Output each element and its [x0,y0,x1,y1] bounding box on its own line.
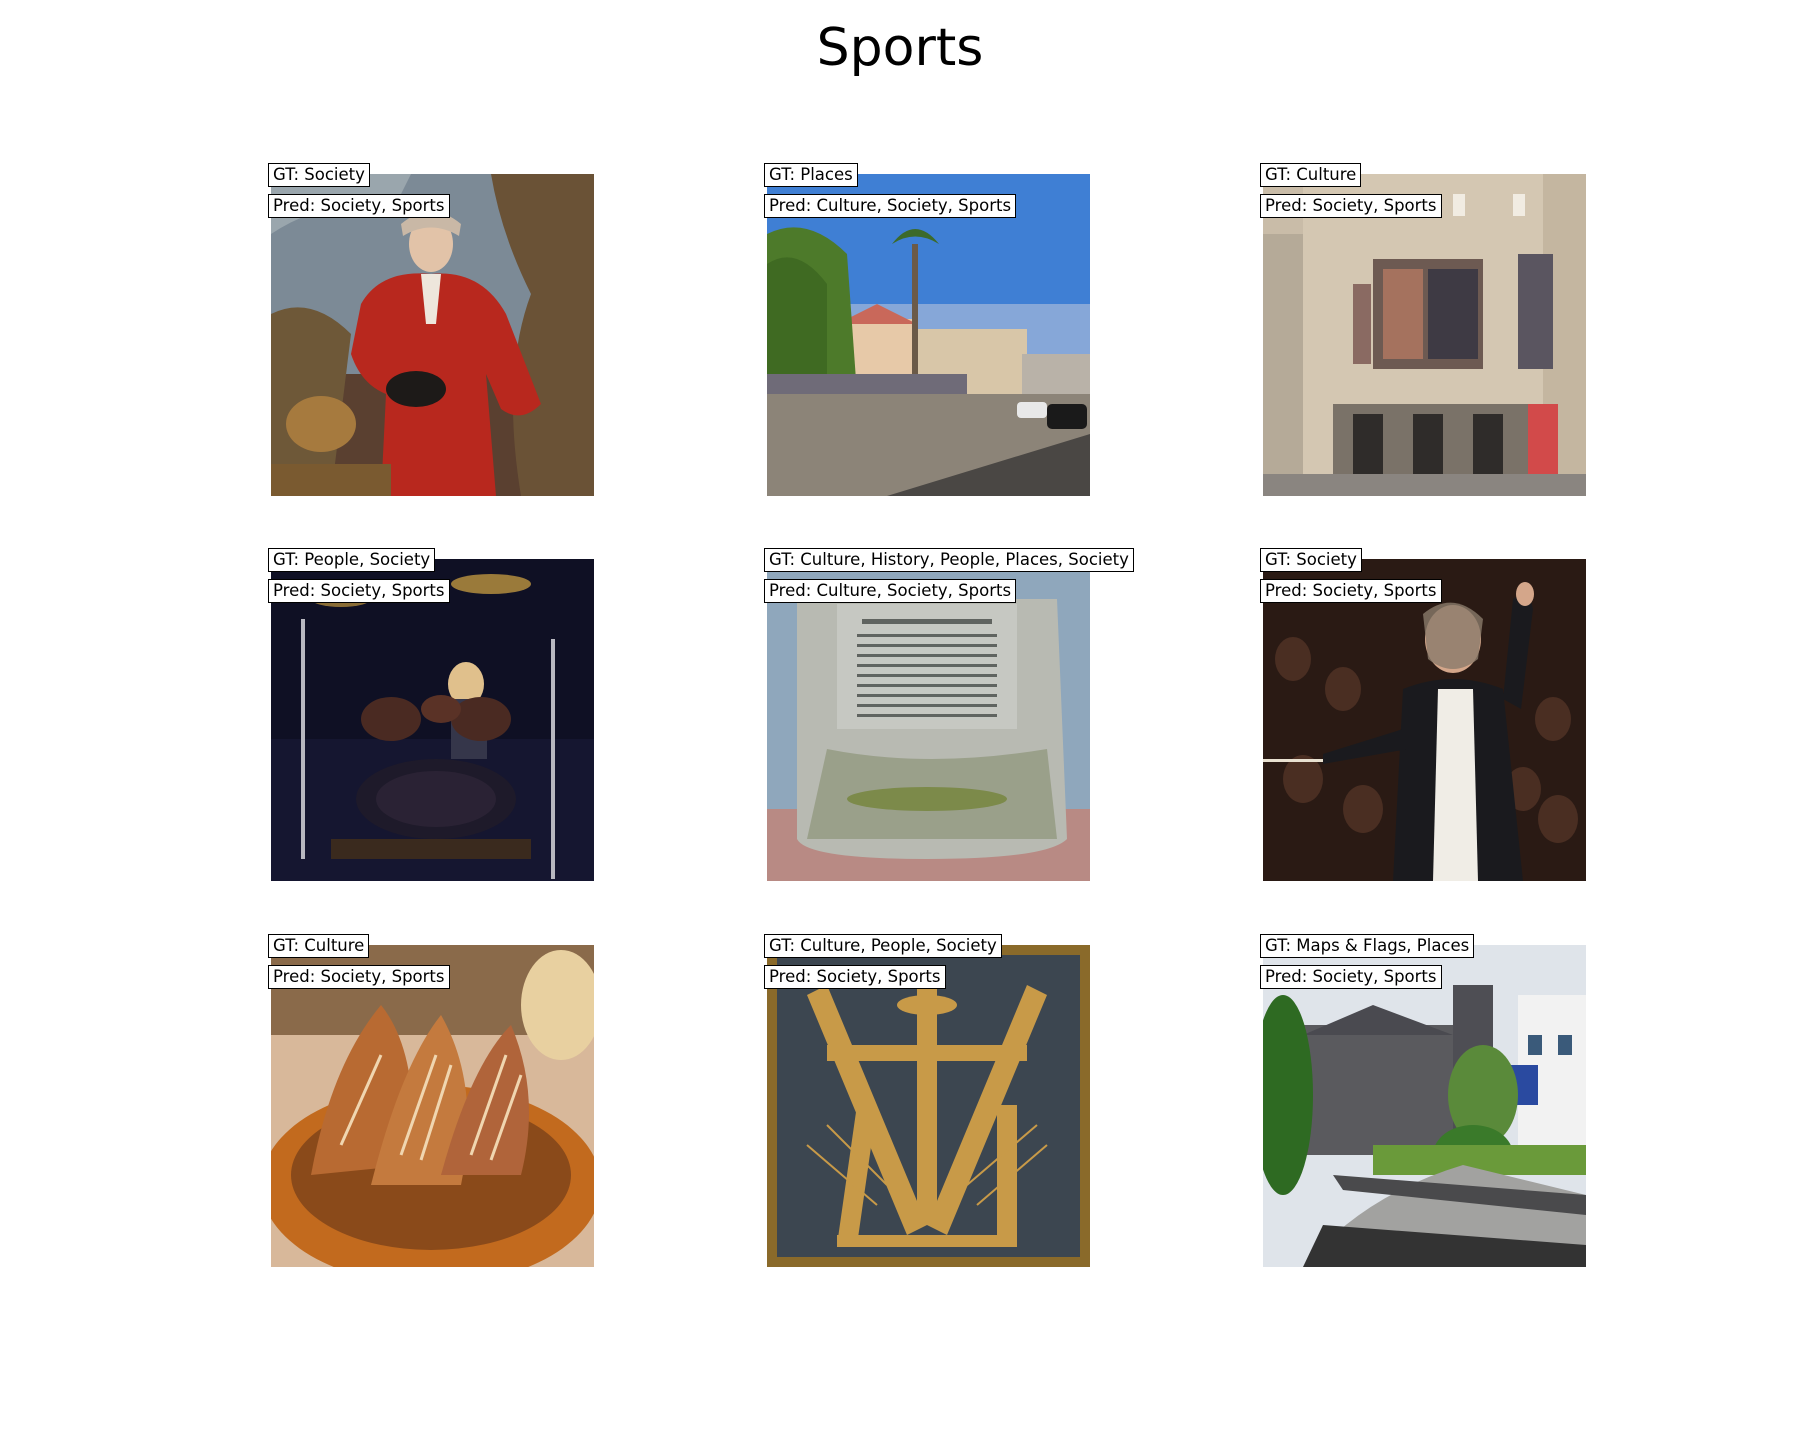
portrait-painting-image [271,174,594,496]
panel-5: GT: Culture, History, People, Places, So… [764,548,1134,881]
conductor-image [1263,559,1586,881]
prediction-label: Pred: Culture, Society, Sports [764,579,1017,603]
prediction-label: Pred: Culture, Society, Sports [764,194,1017,218]
ground-truth-label: GT: Maps & Flags, Places [1260,934,1475,958]
prediction-label: Pred: Society, Sports [1260,579,1442,603]
panel-8: GT: Culture, People, Society Pred: Socie… [764,934,1090,1267]
street-scene-image [767,174,1090,496]
figure-title: Sports [816,18,984,78]
panel-1: GT: Society Pred: Society, Sports [268,163,594,496]
ground-truth-label: GT: Places [764,163,858,187]
prediction-label: Pred: Society, Sports [268,579,450,603]
crucifix-relief-image [767,945,1090,1267]
prediction-label: Pred: Society, Sports [268,194,450,218]
prediction-label: Pred: Society, Sports [268,965,450,989]
prediction-label: Pred: Society, Sports [764,965,946,989]
ground-truth-label: GT: People, Society [268,548,436,572]
panel-9: GT: Maps & Flags, Places Pred: Society, … [1260,934,1586,1267]
ground-truth-label: GT: Culture, History, People, Places, So… [764,548,1134,572]
ground-truth-label: GT: Society [1260,548,1362,572]
ground-truth-label: GT: Culture, People, Society [764,934,1002,958]
panel-2: GT: Places Pred: Culture, Society, Sport… [764,163,1090,496]
theatre-facade-image [1263,174,1586,496]
ground-truth-label: GT: Culture [268,934,370,958]
ground-truth-label: GT: Culture [1260,163,1362,187]
roast-meat-image [271,945,594,1267]
panel-3: GT: Culture Pred: Society, Sports [1260,163,1586,496]
memorial-plaque-image [767,559,1090,881]
drummer-image [271,559,594,881]
ground-truth-label: GT: Society [268,163,370,187]
church-garden-image [1263,945,1586,1267]
panel-7: GT: Culture Pred: Society, Sports [268,934,594,1267]
prediction-label: Pred: Society, Sports [1260,194,1442,218]
prediction-label: Pred: Society, Sports [1260,965,1442,989]
panel-4: GT: People, Society Pred: Society, Sport… [268,548,594,881]
panel-6: GT: Society Pred: Society, Sports [1260,548,1586,881]
